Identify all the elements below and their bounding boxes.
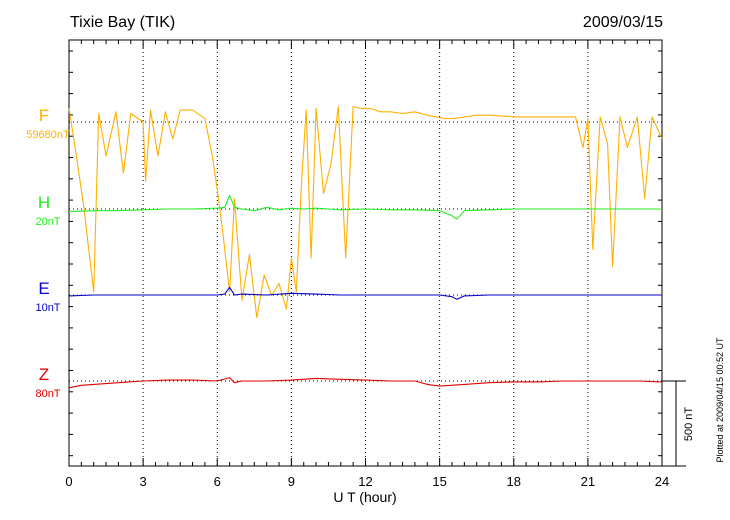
channel-baseline-Z: 80nT — [35, 388, 60, 400]
x-tick-label: 9 — [288, 474, 295, 489]
series-lines — [68, 106, 663, 389]
axis-ticks — [68, 40, 663, 466]
grid-lines — [69, 40, 662, 466]
x-tick-label: 3 — [140, 474, 147, 489]
channel-baseline-H: 20nT — [35, 216, 60, 228]
channel-name-F: F — [39, 106, 49, 125]
channel-name-E: E — [38, 279, 49, 298]
date-label: 2009/03/15 — [583, 14, 663, 31]
series-line-E — [68, 286, 662, 300]
x-tick-label: 21 — [581, 474, 595, 489]
channel-baseline-E: 10nT — [35, 302, 60, 314]
x-tick-label: 18 — [507, 474, 521, 489]
plotted-at-note: Plotted at 2009/04/15 00:52 UT — [715, 337, 725, 463]
x-tick-label: 12 — [358, 474, 372, 489]
scale-bar-label: 500 nT — [683, 407, 695, 442]
x-tick-labels: 0 3 6 9 12 15 18 21 24 — [65, 474, 669, 489]
series-line-H — [68, 194, 662, 220]
x-tick-label: 6 — [214, 474, 221, 489]
station-title: Tixie Bay (TIK) — [70, 14, 175, 31]
x-axis-label: U T (hour) — [333, 489, 396, 505]
x-tick-label: 15 — [432, 474, 446, 489]
x-tick-label: 24 — [655, 474, 669, 489]
series-line-Z — [68, 377, 663, 389]
x-tick-label: 0 — [65, 474, 72, 489]
channel-name-H: H — [38, 193, 50, 212]
channel-baseline-F: 59680nT — [26, 129, 70, 141]
channel-name-Z: Z — [39, 365, 49, 384]
channel-labels: F 59680nT H 20nT E 10nT Z 80nT — [26, 106, 70, 400]
series-line-F — [68, 106, 663, 319]
